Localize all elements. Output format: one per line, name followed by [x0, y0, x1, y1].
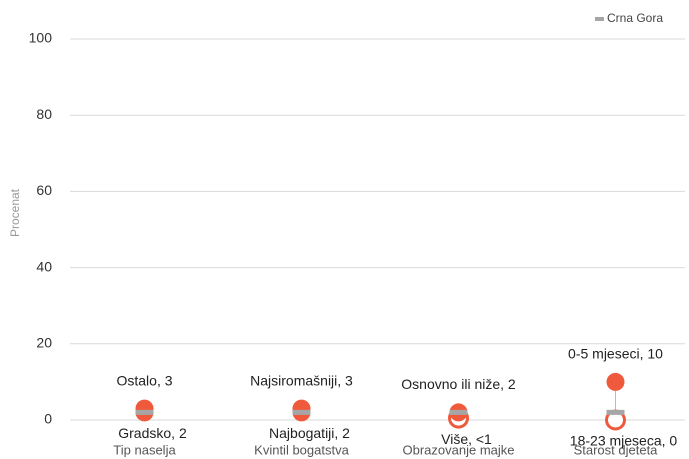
x-tick-label: Tip naselja: [113, 442, 176, 457]
low-label: 18-23 mjeseca, 0: [570, 433, 678, 449]
legend-swatch: [595, 17, 604, 21]
y-tick-label: 0: [44, 411, 52, 427]
high-point: [606, 372, 625, 391]
low-label: Najbogatiji, 2: [269, 425, 350, 441]
national-marker: [449, 409, 468, 415]
y-tick-label: 60: [36, 182, 52, 198]
y-tick-label: 80: [36, 106, 52, 122]
x-tick-label: Kvintil bogatstva: [254, 442, 349, 457]
national-marker: [606, 409, 625, 415]
national-marker: [135, 409, 154, 415]
y-axis-title: Procenat: [8, 188, 22, 237]
high-label: 0-5 mjeseci, 10: [568, 346, 663, 362]
y-tick-label: 100: [29, 30, 53, 46]
y-tick-label: 40: [36, 258, 52, 274]
high-label: Osnovno ili niže, 2: [401, 376, 516, 392]
national-marker: [292, 409, 311, 415]
x-tick-label: Starost djeteta: [574, 442, 659, 457]
high-label: Najsiromašniji, 3: [250, 372, 353, 388]
low-label: Gradsko, 2: [118, 425, 187, 441]
high-label: Ostalo, 3: [116, 372, 172, 388]
legend-label: Crna Gora: [607, 11, 663, 25]
low-label: Više, <1: [441, 431, 492, 447]
y-tick-label: 20: [36, 335, 52, 351]
x-tick-label: Obrazovanje majke: [403, 442, 515, 457]
